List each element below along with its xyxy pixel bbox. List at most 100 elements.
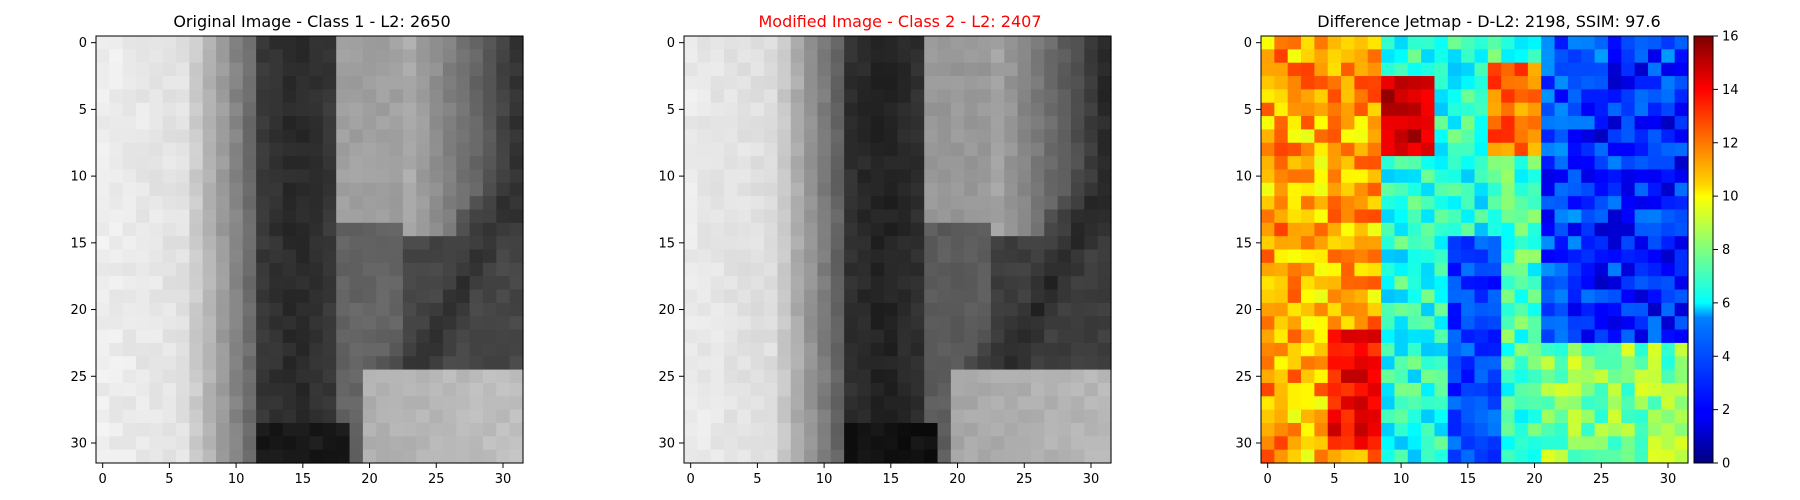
heatmap-cell [416,76,431,90]
heatmap-cell [1287,102,1302,117]
heatmap-cell [442,76,457,90]
heatmap-cell [1567,169,1582,184]
heatmap-cell [764,89,778,104]
heatmap-cell [122,342,137,357]
heatmap-cell [242,356,257,371]
heatmap-cell [469,209,484,224]
heatmap-cell [1327,196,1342,211]
heatmap-cell [416,169,431,184]
heatmap-cell [1394,102,1409,117]
heatmap-cell [1381,422,1396,437]
heatmap-cell [322,289,337,304]
heatmap-cell [857,356,872,371]
heatmap-cell [1647,342,1662,357]
heatmap-cell [764,249,778,264]
heatmap-cell [1621,329,1636,344]
heatmap-cell [1394,356,1409,371]
heatmap-cell [1367,236,1382,251]
heatmap-cell [724,116,738,130]
heatmap-cell [1434,129,1449,144]
heatmap-cell [830,449,845,464]
y-tick-label: 5 [667,103,675,118]
x-tick-label: 20 [949,472,966,487]
heatmap-cell [1527,449,1542,464]
heatmap-cell [202,222,217,237]
heatmap-cell [149,276,164,291]
heatmap-cell [389,302,404,317]
heatmap-cell [336,262,351,277]
heatmap-cell [1084,142,1099,157]
heatmap-cell [296,116,311,130]
heatmap-cell [817,382,832,397]
heatmap-cell [1341,49,1355,64]
heatmap-cell [1274,262,1289,277]
heatmap-cell [282,342,297,357]
heatmap-cell [269,102,284,117]
heatmap-cell [830,156,845,171]
heatmap-cell [469,116,484,130]
heatmap-cell [1341,236,1355,251]
heatmap-cell [1661,129,1676,144]
heatmap-cell [1354,182,1369,197]
heatmap-cell [229,289,244,304]
heatmap-cell [1367,249,1382,264]
heatmap-cell [924,356,939,371]
heatmap-cell [950,276,965,291]
heatmap-cell [202,436,217,451]
heatmap-cell [1301,342,1315,357]
heatmap-cell [96,36,110,50]
heatmap-cell [1057,289,1072,304]
heatmap-cell [697,236,712,251]
heatmap-cell [697,422,712,437]
heatmap-cell [376,36,391,50]
heatmap-cell [496,102,511,117]
heatmap-cell [817,209,832,224]
heatmap-cell [509,156,524,171]
heatmap-cell [442,236,457,251]
heatmap-cell [1017,36,1032,50]
heatmap-cell [764,422,778,437]
heatmap-cell [697,222,712,237]
heatmap-cell [1594,356,1609,371]
heatmap-cell [1261,102,1275,117]
heatmap-cell [1070,36,1085,50]
heatmap-cell [1017,396,1032,411]
heatmap-cell [1341,36,1355,50]
heatmap-cell [1097,36,1112,50]
heatmap-cell [296,76,311,90]
heatmap-cell [697,356,712,371]
heatmap-cell [376,62,391,77]
heatmap-cell [122,262,137,277]
heatmap-cell [1261,262,1275,277]
heatmap-cell [750,89,765,104]
heatmap-cell [322,262,337,277]
heatmap-cell [482,356,497,371]
heatmap-cell [242,276,257,291]
heatmap-cell [777,449,792,464]
heatmap-cell [1461,382,1476,397]
heatmap-cell [697,342,712,357]
heatmap-cell [790,329,805,344]
heatmap-cell [1004,329,1019,344]
heatmap-cell [1501,182,1516,197]
heatmap-cell [176,302,190,317]
heatmap-cell [790,116,805,130]
heatmap-cell [416,36,431,50]
heatmap-cell [697,89,712,104]
heatmap-cell [1581,436,1596,451]
heatmap-cell [830,236,845,251]
heatmap-cell [1581,329,1596,344]
heatmap-cell [362,209,377,224]
heatmap-cell [1461,396,1476,411]
heatmap-cell [1674,342,1689,357]
heatmap-cell [269,62,284,77]
heatmap-cell [1367,436,1382,451]
heatmap-cell [469,276,484,291]
heatmap-cell [990,142,1005,157]
heatmap-cell [977,422,992,437]
heatmap-cell [496,436,511,451]
heatmap-cell [1314,329,1329,344]
heatmap-cell [1354,102,1369,117]
heatmap-cell [817,369,832,384]
